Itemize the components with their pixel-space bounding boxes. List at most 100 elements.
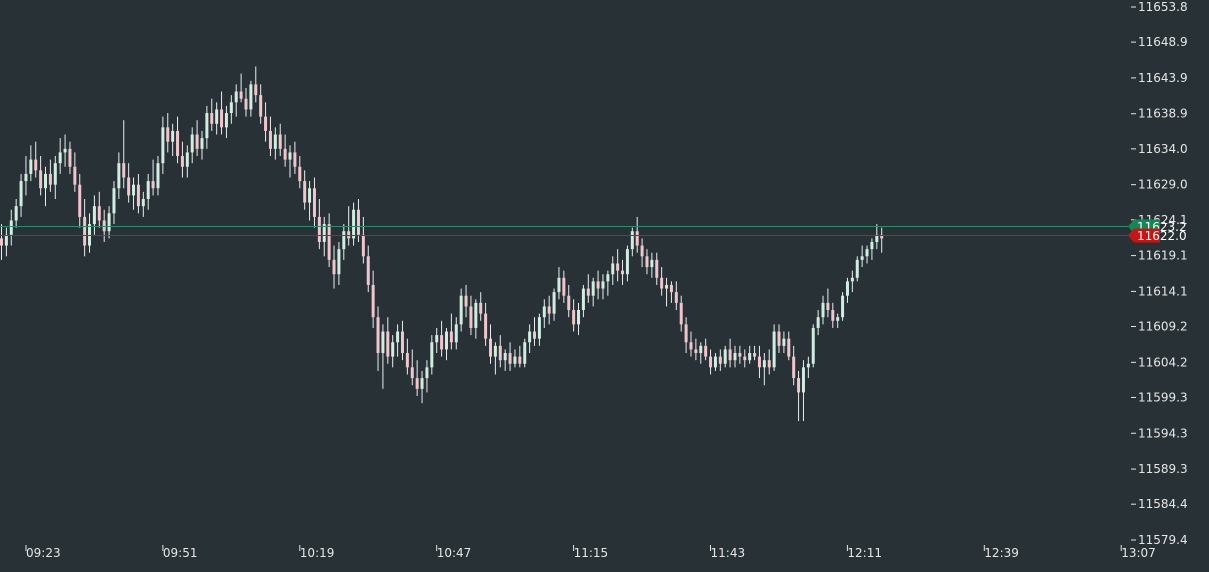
- candle-body-up: [865, 249, 869, 257]
- candle-body-down: [567, 295, 571, 311]
- candle-body-up: [288, 152, 292, 160]
- candle-body-down: [410, 367, 414, 379]
- candle-body-up: [9, 220, 13, 235]
- candle-body-up: [19, 181, 23, 207]
- candle-body-down: [127, 177, 131, 196]
- candle-body-down: [498, 345, 502, 361]
- candle-body-down: [753, 353, 757, 357]
- y-tick-label: 11609.2: [1138, 320, 1188, 334]
- candle-body-down: [78, 184, 82, 217]
- candle-body-down: [787, 338, 791, 357]
- candle-body-up: [342, 231, 346, 250]
- candle-body-up: [161, 127, 165, 164]
- y-tick-label: 11643.9: [1138, 71, 1188, 85]
- candle-body-up: [723, 349, 727, 364]
- candle-body-up: [273, 134, 277, 149]
- candle-body-down: [68, 148, 72, 167]
- ask-price-tag: [1128, 228, 1160, 243]
- x-tick-label: 13:07: [1121, 546, 1156, 560]
- candle-body-up: [875, 234, 879, 242]
- price-lines-group: [0, 226, 1128, 236]
- candle-body-up: [420, 378, 424, 389]
- candle-body-up: [806, 363, 810, 368]
- candle-body-up: [513, 356, 517, 364]
- candle-body-down: [180, 156, 184, 167]
- y-tick-label: 11634.0: [1138, 142, 1188, 156]
- candle-body-down: [757, 356, 761, 368]
- candle-body-up: [234, 91, 238, 103]
- candle-body-down: [376, 317, 380, 354]
- candle-body-up: [782, 338, 786, 346]
- candle-body-up: [435, 335, 439, 343]
- candle-body-up: [870, 241, 874, 250]
- candle-body-up: [229, 102, 233, 114]
- candle-body-up: [215, 109, 219, 124]
- x-tick-label: 12:11: [847, 546, 882, 560]
- candle-body-down: [264, 116, 268, 131]
- candle-body-down: [293, 152, 297, 167]
- candle-body-up: [14, 206, 18, 221]
- candle-body-down: [136, 184, 140, 207]
- candle-body-down: [361, 234, 365, 257]
- candle-body-up: [811, 327, 815, 364]
- candle-body-up: [156, 163, 160, 189]
- candle-body-down: [562, 277, 566, 296]
- candle-body-down: [440, 335, 444, 350]
- candle-body-up: [699, 345, 703, 354]
- candle-body-down: [621, 270, 625, 275]
- candle-body-up: [630, 231, 634, 250]
- y-tick-label: 11619.1: [1138, 249, 1188, 263]
- candle-body-up: [63, 148, 67, 153]
- candle-body-up: [4, 234, 8, 246]
- candle-body-down: [660, 277, 664, 289]
- candle-body-up: [537, 317, 541, 339]
- candle-body-up: [146, 181, 150, 199]
- y-tick-label: 11648.9: [1138, 35, 1188, 49]
- candle-body-up: [337, 249, 341, 275]
- candle-body-down: [635, 231, 639, 246]
- candle-body-up: [523, 342, 527, 364]
- candle-body-down: [254, 84, 258, 96]
- candle-body-up: [860, 256, 864, 260]
- candle-body-down: [767, 360, 771, 368]
- y-tick-label: 11584.4: [1138, 497, 1188, 511]
- candle-body-down: [151, 181, 155, 189]
- candle-body-down: [709, 356, 713, 368]
- candle-body-up: [141, 198, 145, 207]
- candle-body-up: [92, 206, 96, 225]
- candle-body-down: [259, 95, 263, 117]
- candle-body-down: [312, 188, 316, 217]
- y-tick-label: 11599.3: [1138, 390, 1188, 404]
- candle-body-up: [503, 353, 507, 361]
- candle-body-down: [704, 345, 708, 357]
- candle-body-up: [733, 353, 737, 361]
- candle-body-down: [268, 130, 272, 149]
- candle-body-down: [415, 378, 419, 389]
- candle-body-down: [694, 349, 698, 354]
- candle-body-down: [327, 224, 331, 260]
- candle-body-up: [381, 331, 385, 354]
- candle-body-down: [518, 356, 522, 364]
- candle-body-up: [713, 356, 717, 368]
- candle-body-down: [689, 342, 693, 350]
- candle-body-up: [190, 134, 194, 153]
- candle-body-down: [880, 234, 884, 239]
- candle-body-up: [308, 188, 312, 203]
- candle-body-down: [102, 220, 106, 232]
- candle-body-up: [650, 259, 654, 268]
- candle-body-up: [841, 295, 845, 318]
- candle-body-up: [581, 288, 585, 311]
- candle-body-down: [34, 159, 38, 171]
- candle-body-up: [591, 281, 595, 296]
- candle-body-up: [200, 138, 204, 149]
- candle-body-down: [728, 349, 732, 361]
- candle-body-down: [679, 302, 683, 325]
- candle-body-up: [391, 342, 395, 357]
- candle-body-up: [24, 173, 28, 182]
- candle-body-up: [625, 249, 629, 275]
- candle-body-down: [83, 216, 87, 246]
- candle-body-down: [0, 238, 3, 246]
- candle-body-down: [278, 134, 282, 149]
- candle-body-up: [601, 281, 605, 289]
